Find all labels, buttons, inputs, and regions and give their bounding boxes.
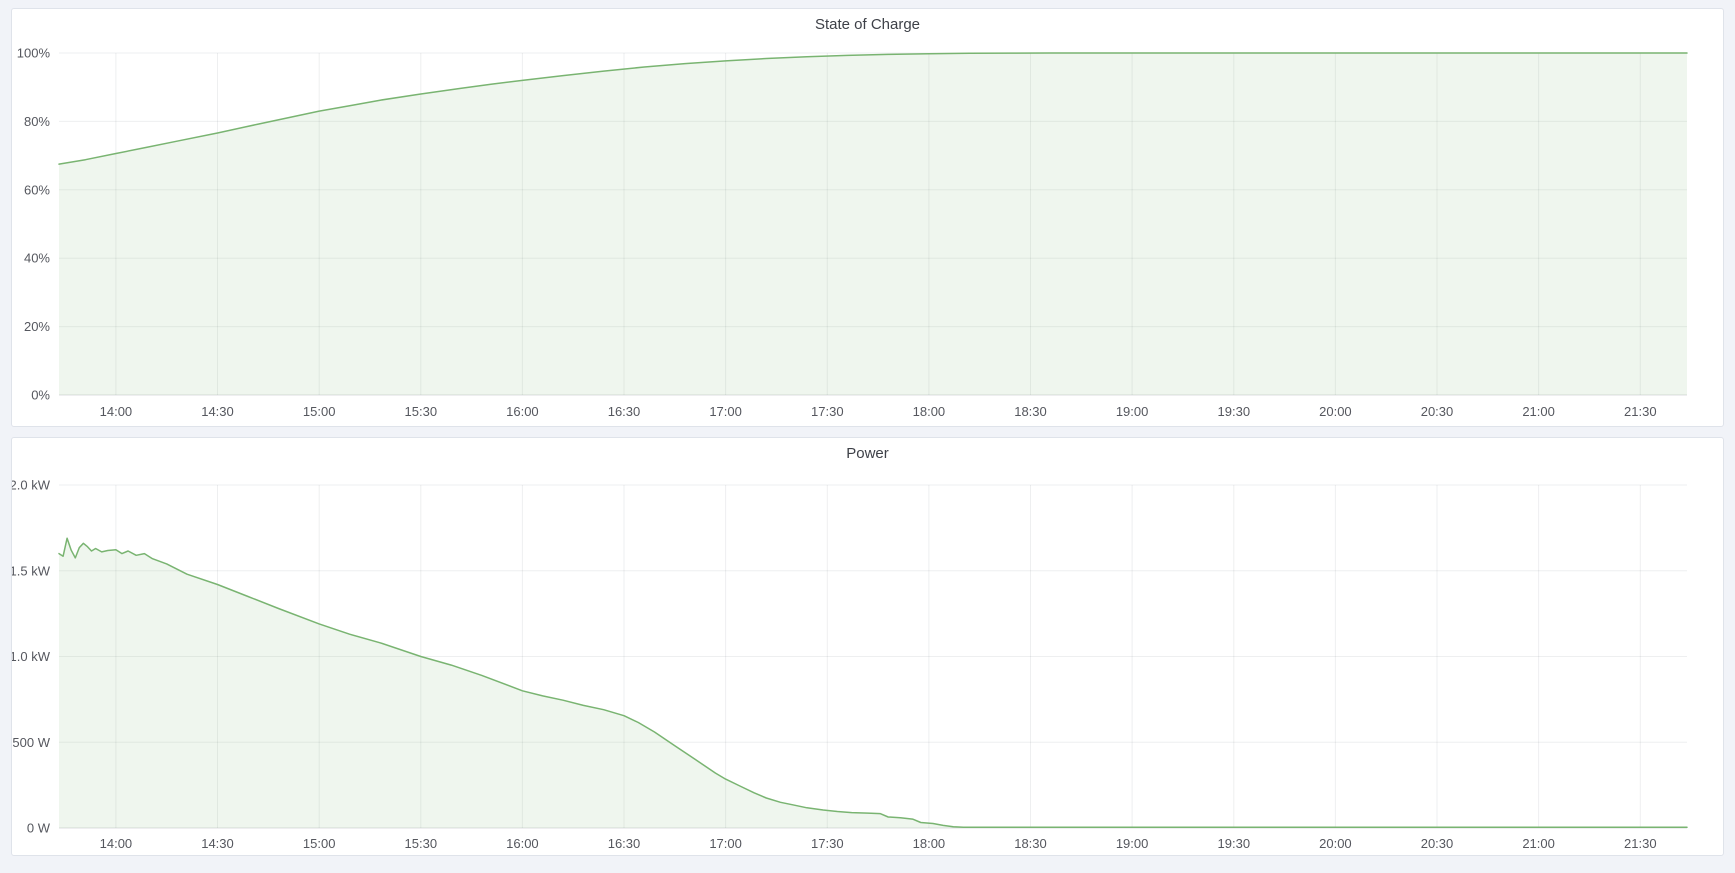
x-axis-tick-label: 18:00 bbox=[913, 836, 946, 851]
panel-state-of-charge: State of Charge 0% 20% 40% 60% 80% 100% 14:00 1… bbox=[11, 8, 1724, 427]
x-axis-tick-label: 17:30 bbox=[811, 404, 844, 419]
panel-title-power[interactable]: Power bbox=[846, 445, 889, 462]
x-axis-tick-label: 21:30 bbox=[1624, 836, 1657, 851]
x-axis-tick-label: 17:00 bbox=[709, 836, 742, 851]
panel-title-state-of-charge[interactable]: State of Charge bbox=[814, 16, 921, 33]
x-axis-tick-label: 14:30 bbox=[201, 404, 234, 419]
x-axis-tick-label: 19:30 bbox=[1218, 404, 1251, 419]
power-chart[interactable]: 0 W 500 W 1.0 kW 1.5 kW 2.0 kW 14:00 14:30 15:0… bbox=[12, 438, 1723, 855]
x-axis-tick-label: 20:30 bbox=[1421, 836, 1454, 851]
x-axis-tick-label: 20:30 bbox=[1421, 404, 1454, 419]
y-axis-tick-label: 20% bbox=[24, 319, 50, 334]
x-axis-tick-label: 15:00 bbox=[303, 404, 336, 419]
series-area bbox=[59, 538, 1687, 828]
power-svg: 0 W 500 W 1.0 kW 1.5 kW 2.0 kW 14:00 14:30 15:0… bbox=[12, 478, 1688, 851]
x-axis-tick-label: 18:30 bbox=[1014, 404, 1047, 419]
series-area bbox=[59, 53, 1687, 395]
x-axis-tick-label: 14:00 bbox=[100, 836, 133, 851]
y-axis-tick-label: 100% bbox=[17, 46, 51, 61]
x-axis-tick-label: 16:00 bbox=[506, 836, 539, 851]
x-axis-tick-label: 18:30 bbox=[1014, 836, 1047, 851]
y-axis-tick-label: 500 W bbox=[12, 735, 50, 750]
panel-power: Power 0 W 500 W 1.0 kW 1.5 kW 2.0 kW 14:00 14:… bbox=[11, 437, 1724, 856]
x-axis-tick-label: 19:00 bbox=[1116, 836, 1149, 851]
x-axis-tick-label: 20:00 bbox=[1319, 404, 1352, 419]
x-axis-tick-label: 19:00 bbox=[1116, 404, 1149, 419]
x-axis-tick-label: 20:00 bbox=[1319, 836, 1352, 851]
x-axis-tick-label: 19:30 bbox=[1218, 836, 1251, 851]
x-axis-tick-label: 16:00 bbox=[506, 404, 539, 419]
y-axis-tick-label: 2.0 kW bbox=[12, 478, 51, 493]
x-axis-tick-label: 18:00 bbox=[913, 404, 946, 419]
x-axis-tick-label: 21:00 bbox=[1522, 404, 1555, 419]
x-axis-tick-label: 15:30 bbox=[405, 836, 438, 851]
y-axis-tick-label: 0% bbox=[31, 388, 50, 403]
x-axis-tick-label: 17:00 bbox=[709, 404, 742, 419]
state-of-charge-svg: 0% 20% 40% 60% 80% 100% 14:00 14:30 15:00 15:30 16… bbox=[17, 46, 1688, 419]
series-line bbox=[58, 52, 1688, 165]
x-axis-tick-label: 17:30 bbox=[811, 836, 844, 851]
state-of-charge-chart[interactable]: 0% 20% 40% 60% 80% 100% 14:00 14:30 15:00 15:30 16… bbox=[12, 9, 1723, 426]
y-axis-tick-label: 1.0 kW bbox=[12, 649, 51, 664]
x-axis-tick-label: 15:00 bbox=[303, 836, 336, 851]
x-axis-tick-label: 16:30 bbox=[608, 836, 641, 851]
x-axis-tick-label: 14:30 bbox=[201, 836, 234, 851]
y-axis-tick-label: 1.5 kW bbox=[12, 563, 51, 578]
y-axis-tick-label: 0 W bbox=[27, 821, 51, 836]
x-axis-tick-label: 15:30 bbox=[405, 404, 438, 419]
series-line bbox=[58, 537, 1688, 829]
x-axis-tick-label: 21:00 bbox=[1522, 836, 1555, 851]
x-axis-tick-label: 14:00 bbox=[100, 404, 133, 419]
y-axis-tick-label: 40% bbox=[24, 251, 50, 266]
x-axis-tick-label: 16:30 bbox=[608, 404, 641, 419]
x-axis-tick-label: 21:30 bbox=[1624, 404, 1657, 419]
y-axis-tick-label: 60% bbox=[24, 182, 50, 197]
y-axis-tick-label: 80% bbox=[24, 114, 50, 129]
